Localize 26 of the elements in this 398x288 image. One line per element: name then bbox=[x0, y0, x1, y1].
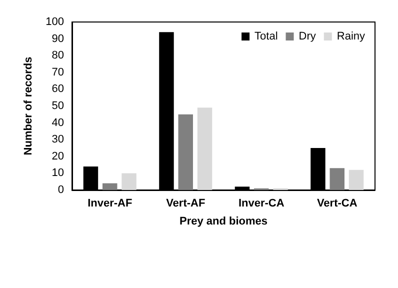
bar bbox=[348, 170, 364, 190]
y-tick-label: 50 bbox=[52, 100, 64, 112]
y-tick-label: 90 bbox=[52, 32, 64, 45]
bar bbox=[102, 183, 118, 190]
y-tick-label: 30 bbox=[52, 134, 64, 146]
y-tick-label: 0 bbox=[58, 184, 64, 196]
x-tick-label: Inver-AF bbox=[88, 198, 132, 210]
bar bbox=[122, 173, 136, 190]
legend-label: Rainy bbox=[336, 30, 366, 42]
y-tick-label: 40 bbox=[52, 116, 64, 129]
x-tick-label: Vert-CA bbox=[316, 198, 358, 210]
y-axis-title: Number of records bbox=[22, 56, 34, 156]
bar bbox=[197, 108, 212, 190]
x-axis-title: Prey and biomes bbox=[179, 216, 268, 228]
x-tick-label: Vert-AF bbox=[166, 198, 206, 210]
y-tick-label: 70 bbox=[52, 66, 64, 78]
legend-label: Dry bbox=[298, 30, 316, 42]
bar bbox=[178, 114, 193, 190]
y-tick-label: 100 bbox=[46, 16, 64, 28]
bar bbox=[330, 168, 344, 190]
y-tick-label: 60 bbox=[52, 83, 64, 96]
y-tick-label: 80 bbox=[52, 50, 64, 62]
y-tick-label: 10 bbox=[52, 167, 64, 180]
x-tick-label: Inver-CA bbox=[238, 198, 284, 210]
y-tick-label: 20 bbox=[52, 150, 64, 162]
legend-label: Total bbox=[254, 30, 278, 42]
